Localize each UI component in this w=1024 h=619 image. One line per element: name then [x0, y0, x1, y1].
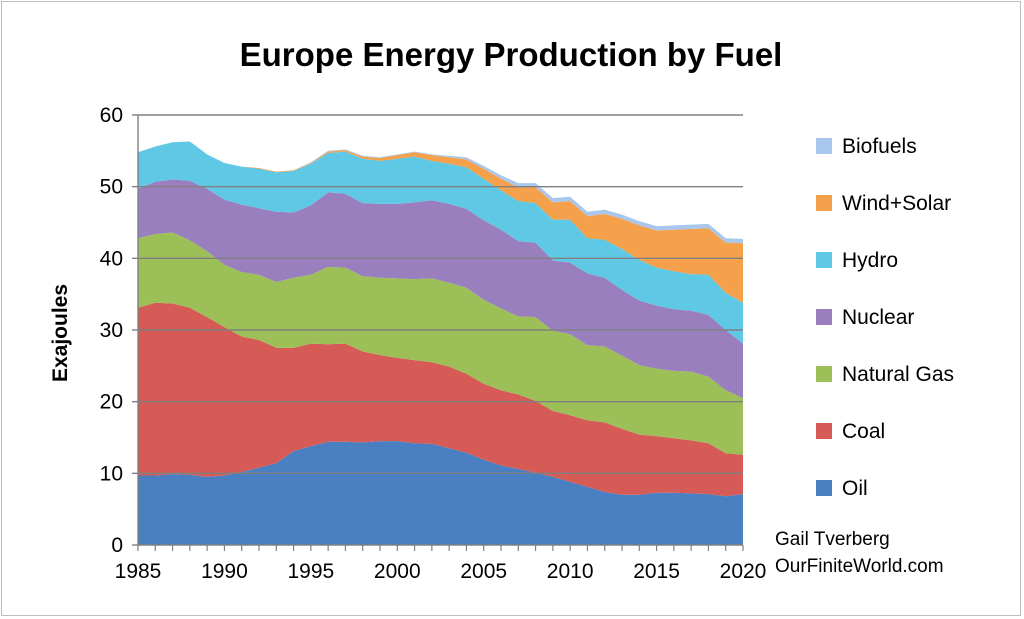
legend-swatch	[816, 366, 832, 382]
legend-label: Oil	[842, 477, 868, 500]
legend-label: Hydro	[842, 249, 898, 272]
legend-swatch	[816, 423, 832, 439]
y-tick-label: 60	[100, 104, 123, 127]
x-tick-label: 2010	[547, 560, 594, 583]
y-tick-label: 50	[100, 176, 123, 199]
area-nuclear	[138, 179, 743, 399]
x-tick-label: 1985	[115, 560, 162, 583]
x-tick-label: 2000	[374, 560, 421, 583]
x-tick-label: 2005	[460, 560, 507, 583]
area-layers	[138, 141, 743, 545]
area-wind-solar	[138, 141, 743, 303]
legend-swatch	[816, 195, 832, 211]
y-tick-label: 30	[100, 319, 123, 342]
legend-swatch	[816, 480, 832, 496]
credit-line: OurFiniteWorld.com	[775, 556, 944, 577]
legend-item-nuclear: Nuclear	[816, 306, 914, 329]
x-tick-label: 1995	[287, 560, 334, 583]
y-tick-label: 20	[100, 391, 123, 414]
y-tick-label: 0	[111, 534, 123, 557]
legend-item-hydro: Hydro	[816, 249, 898, 272]
y-tick-label: 10	[100, 462, 123, 485]
y-axis-label: Exajoules	[49, 284, 72, 382]
credit: Gail Tverberg OurFiniteWorld.com	[775, 529, 944, 577]
x-tick-label: 2015	[633, 560, 680, 583]
area-hydro	[138, 141, 743, 344]
legend-label: Coal	[842, 420, 885, 443]
x-tick-label: 1990	[201, 560, 248, 583]
area-natural-gas	[138, 232, 743, 455]
legend-label: Wind+Solar	[842, 192, 951, 215]
axes	[132, 114, 744, 551]
legend-label: Natural Gas	[842, 363, 954, 386]
credit-line: Gail Tverberg	[775, 529, 890, 550]
y-tick-label: 40	[100, 247, 123, 270]
legend-label: Biofuels	[842, 135, 917, 158]
legend-item-natural-gas: Natural Gas	[816, 363, 954, 386]
y-tick-labels: 0 10 20 30 40 50 60	[100, 104, 123, 557]
area-coal	[138, 302, 743, 497]
legend-swatch	[816, 138, 832, 154]
chart-title: Europe Energy Production by Fuel	[240, 36, 783, 73]
legend-item-oil: Oil	[816, 477, 868, 500]
legend-item-coal: Coal	[816, 420, 885, 443]
legend-swatch	[816, 309, 832, 325]
x-tick-label: 2020	[720, 560, 767, 583]
legend-item-wind-solar: Wind+Solar	[816, 192, 951, 215]
gridlines	[138, 114, 743, 475]
x-tick-labels: 1985 1990 1995 2000 2005 2010 2015 2020	[115, 560, 767, 583]
legend: Biofuels Wind+Solar Hydro Nuclear Natural Ga…	[816, 135, 954, 500]
legend-label: Nuclear	[842, 306, 914, 329]
legend-swatch	[816, 252, 832, 268]
legend-item-biofuels: Biofuels	[816, 135, 917, 158]
area-oil	[138, 441, 743, 545]
